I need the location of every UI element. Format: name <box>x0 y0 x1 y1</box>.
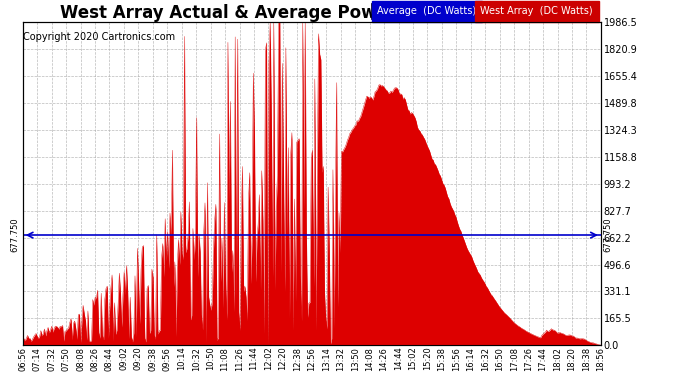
Text: 677.750: 677.750 <box>604 218 613 252</box>
Text: 677.750: 677.750 <box>11 218 20 252</box>
Title: West Array Actual & Average Power Tue Mar 24 19:13: West Array Actual & Average Power Tue Ma… <box>60 4 564 22</box>
Legend: Average  (DC Watts), West Array  (DC Watts): Average (DC Watts), West Array (DC Watts… <box>371 3 596 19</box>
Text: Copyright 2020 Cartronics.com: Copyright 2020 Cartronics.com <box>23 32 175 42</box>
